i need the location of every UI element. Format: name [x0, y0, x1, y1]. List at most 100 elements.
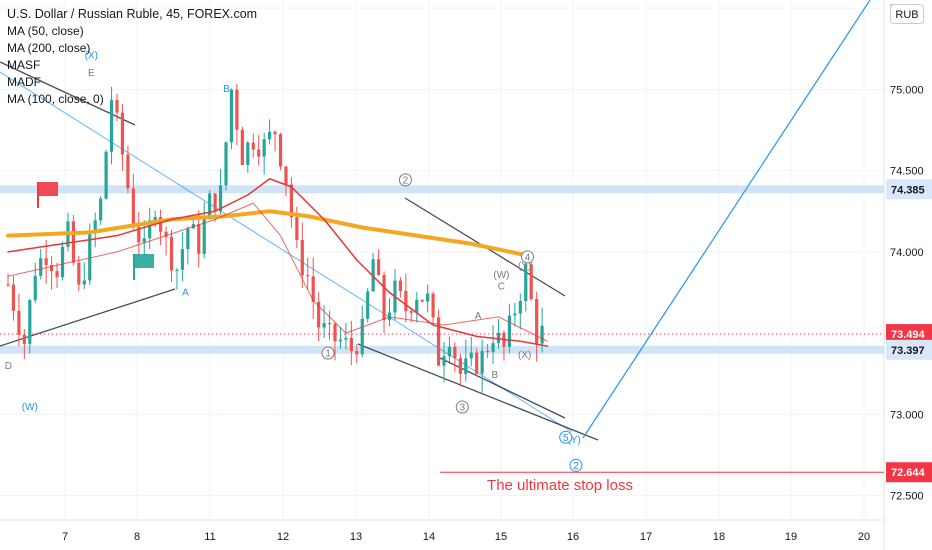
- wave-circle-label: 3: [459, 403, 465, 414]
- candle-body: [131, 188, 135, 228]
- candle-body: [180, 249, 184, 270]
- candle-body: [229, 89, 234, 143]
- wave-circle-icon: [398, 173, 412, 187]
- candle-body: [469, 352, 473, 359]
- indicator-ma50[interactable]: MA (50, close): [7, 24, 84, 38]
- level-band-0: [0, 185, 884, 194]
- time-tick-label: 13: [350, 531, 362, 543]
- candle-body: [409, 311, 413, 313]
- price-tag-label: 74.385: [891, 184, 925, 196]
- candle-body: [109, 100, 114, 152]
- candle-body: [148, 220, 152, 239]
- candle-body: [142, 238, 146, 243]
- time-tick-label: 16: [567, 531, 579, 543]
- time-tick-label: 12: [277, 531, 289, 543]
- price-tick-label: 73.000: [890, 409, 924, 421]
- price-tag-bg: [886, 324, 932, 345]
- candle-body: [88, 232, 92, 281]
- candle-body: [224, 142, 228, 186]
- candle-body: [404, 290, 408, 312]
- candle-body: [431, 293, 435, 318]
- candle-body: [496, 332, 501, 344]
- candle-body: [306, 275, 310, 277]
- candle-body: [115, 100, 119, 113]
- candle-body: [426, 293, 430, 302]
- projection-line: [582, 0, 871, 439]
- candle-body: [28, 300, 32, 344]
- candle-body: [349, 337, 353, 352]
- price-tag-bg: [886, 179, 932, 200]
- price-tag-label: 72.644: [891, 467, 926, 479]
- wave-label: A: [182, 287, 189, 298]
- candle-body: [278, 134, 283, 167]
- wave-label: B: [223, 84, 230, 95]
- wave-circle-icon: [559, 430, 573, 444]
- price-tick-label: 74.000: [890, 247, 924, 259]
- candle-body: [360, 318, 364, 355]
- time-tick-label: 20: [858, 531, 870, 543]
- candle-body: [208, 193, 212, 219]
- candle-body: [442, 356, 446, 366]
- candle-body: [398, 280, 402, 291]
- wave-label: (X): [85, 50, 98, 61]
- candle-body: [295, 217, 299, 240]
- candle-body: [55, 271, 59, 278]
- candle-body: [491, 343, 495, 352]
- candle-body: [529, 264, 533, 300]
- candle-body: [213, 193, 217, 212]
- time-tick-label: 7: [62, 531, 68, 543]
- candle-body: [524, 264, 528, 302]
- wave-circle-icon: [321, 346, 335, 360]
- stop-loss-annotation: The ultimate stop loss: [487, 477, 633, 494]
- candle-body: [420, 299, 424, 302]
- candle-body: [458, 357, 462, 374]
- price-tick-label: 75.000: [890, 84, 924, 96]
- candle-body: [535, 299, 539, 344]
- candle-body: [317, 301, 321, 328]
- indicator-madf[interactable]: MADF: [7, 75, 41, 89]
- wave-circle-label: 5: [563, 433, 569, 444]
- candle-body: [186, 228, 190, 250]
- wave-label: C: [498, 281, 505, 292]
- candle-body: [507, 315, 511, 347]
- indicator-masf[interactable]: MASF: [7, 58, 41, 72]
- currency-badge[interactable]: RUB: [890, 4, 924, 24]
- candle-body: [366, 291, 370, 319]
- candle-body: [17, 310, 21, 335]
- red-flag-icon: [38, 182, 58, 196]
- price-tick-label: 72.500: [890, 491, 924, 503]
- price-tag-bg: [886, 339, 932, 360]
- candle-body: [268, 131, 272, 140]
- candle-body: [327, 323, 332, 325]
- wave-label: B: [492, 370, 499, 381]
- candle-body: [104, 151, 108, 199]
- wave-label: (W): [493, 270, 509, 281]
- symbol-title[interactable]: U.S. Dollar / Russian Ruble, 45, FOREX.c…: [7, 7, 258, 21]
- indicator-ma100[interactable]: MA (100, close, 0): [7, 92, 104, 106]
- indicator-ma200[interactable]: MA (200, close): [7, 41, 91, 55]
- candle-body: [518, 301, 522, 314]
- candle-body: [164, 231, 168, 237]
- candle-body: [22, 334, 26, 344]
- wave-label: (Y): [518, 261, 531, 272]
- ma-line-thin: [7, 202, 548, 342]
- candle-body: [436, 317, 441, 366]
- candle-body: [355, 351, 359, 355]
- candle-body: [382, 274, 386, 321]
- candle-body: [311, 276, 315, 302]
- time-tick-label: 18: [713, 531, 725, 543]
- candle-body: [475, 352, 479, 374]
- wave-circle-label: 2: [573, 461, 579, 472]
- wave-label: D: [5, 361, 12, 372]
- price-tick-label: 74.500: [890, 166, 924, 178]
- candle-body: [447, 346, 452, 357]
- price-tag-label: 73.397: [891, 345, 925, 357]
- candle-body: [513, 313, 517, 316]
- time-tick-label: 15: [495, 531, 507, 543]
- candle-body: [175, 269, 179, 271]
- candle-body: [300, 239, 304, 276]
- ma-line-1: [7, 178, 549, 347]
- candle-body: [137, 227, 141, 243]
